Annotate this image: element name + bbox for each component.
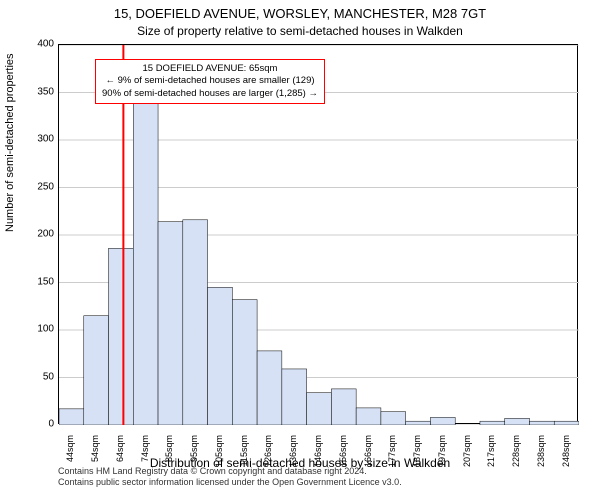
y-tick-label: 250 [37,181,54,192]
histogram-bar [406,421,431,425]
footer-attribution: Contains HM Land Registry data © Crown c… [58,466,402,488]
histogram-bar [232,300,257,425]
y-tick-label: 100 [37,324,54,335]
annotation-line-3: 90% of semi-detached houses are larger (… [102,88,318,100]
histogram-bar [381,412,406,425]
histogram-bar [529,421,554,425]
histogram-bar [59,409,84,425]
histogram-bar [554,421,579,425]
histogram-bar [430,417,455,425]
y-tick-label: 350 [37,86,54,97]
y-tick-label: 300 [37,134,54,145]
histogram-bar [331,389,356,425]
annotation-box: 15 DOEFIELD AVENUE: 65sqm ← 9% of semi-d… [95,59,325,104]
histogram-bar [282,369,307,425]
y-tick-label: 150 [37,276,54,287]
annotation-line-1: 15 DOEFIELD AVENUE: 65sqm [102,63,318,75]
annotation-line-2: ← 9% of semi-detached houses are smaller… [102,75,318,87]
y-axis-label: Number of semi-detached properties [4,53,16,232]
histogram-bar [109,248,134,425]
histogram-bar [208,287,233,425]
chart-plot-area: 15 DOEFIELD AVENUE: 65sqm ← 9% of semi-d… [58,44,578,424]
footer-line-2: Contains public sector information licen… [58,477,402,488]
histogram-bar [480,421,505,425]
histogram-bar [307,393,332,425]
y-tick-label: 0 [48,419,54,430]
title-line-2: Size of property relative to semi-detach… [0,24,600,38]
y-tick-label: 400 [37,39,54,50]
histogram-bar [257,351,282,425]
histogram-bar [133,100,158,425]
title-line-1: 15, DOEFIELD AVENUE, WORSLEY, MANCHESTER… [0,6,600,21]
histogram-bar [84,316,109,425]
bars-group [59,100,579,425]
histogram-bar [505,418,530,425]
histogram-bar [356,408,381,425]
footer-line-1: Contains HM Land Registry data © Crown c… [58,466,402,477]
y-tick-label: 200 [37,229,54,240]
histogram-bar [158,222,183,425]
histogram-bar [183,220,208,425]
y-tick-label: 50 [43,371,54,382]
